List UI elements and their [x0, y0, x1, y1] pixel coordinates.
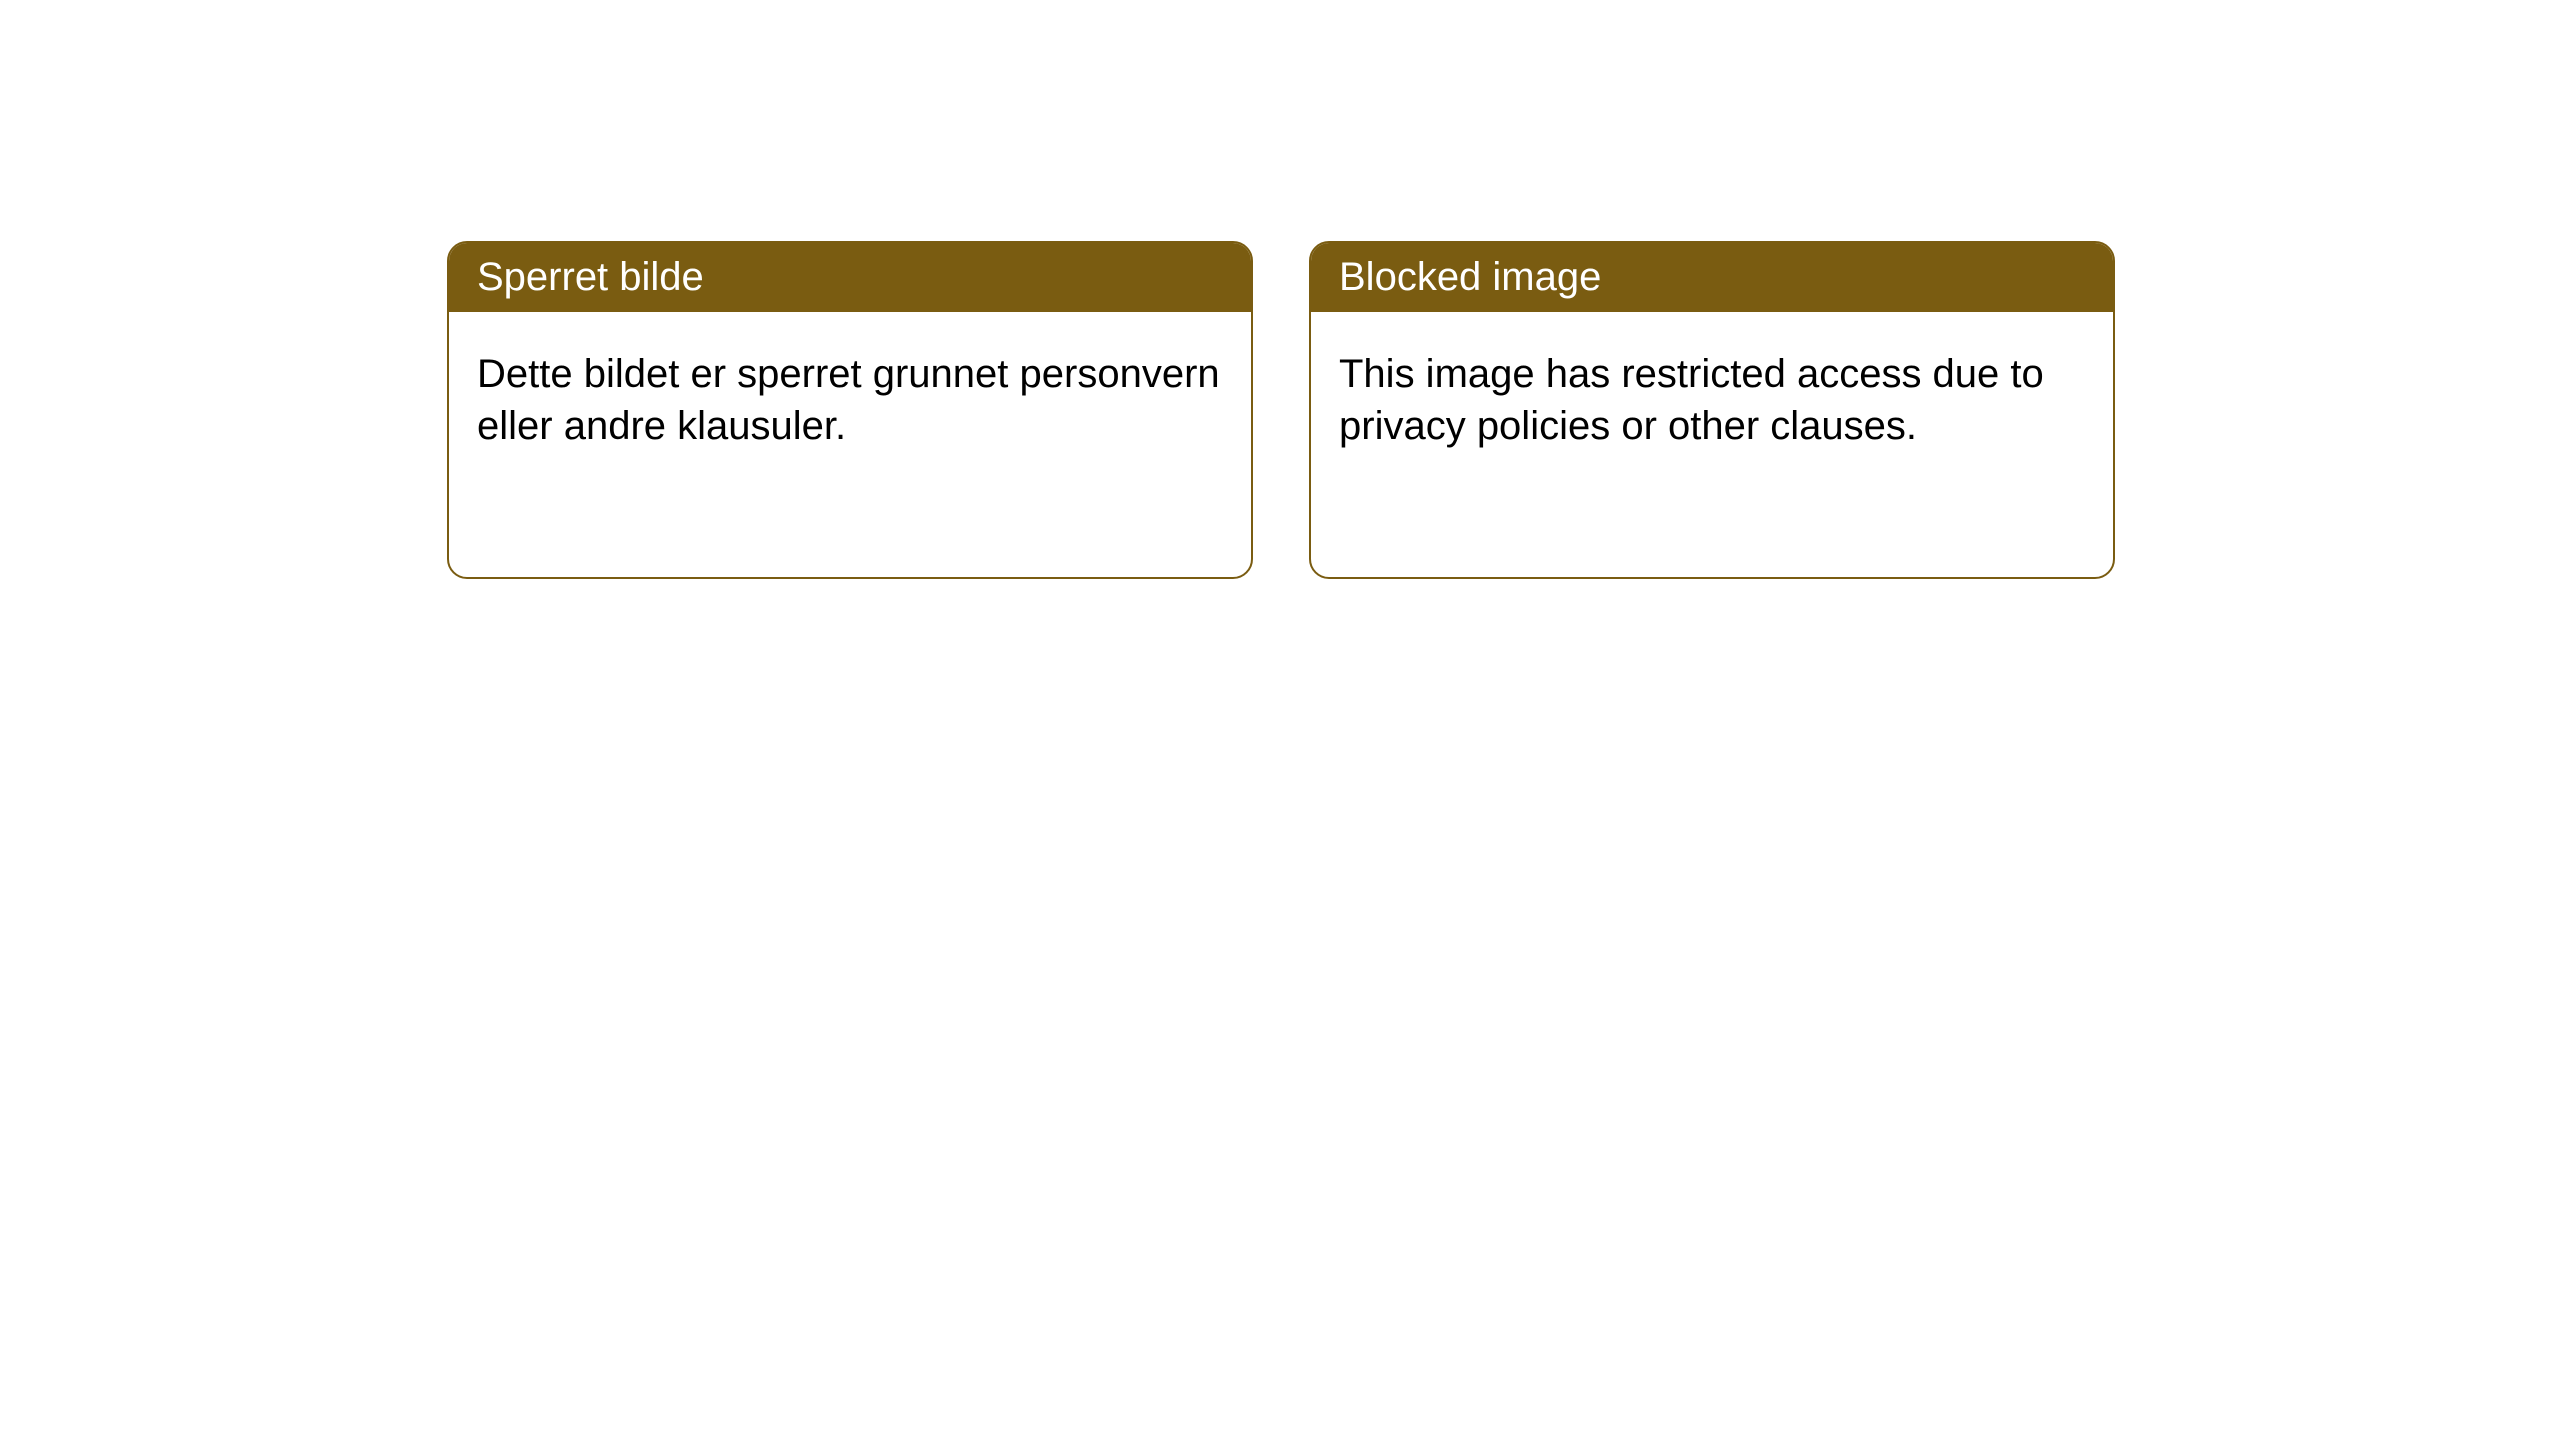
- card-message: This image has restricted access due to …: [1339, 352, 2044, 448]
- card-body: This image has restricted access due to …: [1311, 312, 2113, 488]
- notice-card-norwegian: Sperret bilde Dette bildet er sperret gr…: [447, 241, 1253, 579]
- notice-card-english: Blocked image This image has restricted …: [1309, 241, 2115, 579]
- card-header: Blocked image: [1311, 243, 2113, 312]
- card-title: Sperret bilde: [477, 255, 704, 299]
- notice-container: Sperret bilde Dette bildet er sperret gr…: [0, 0, 2560, 579]
- card-header: Sperret bilde: [449, 243, 1251, 312]
- card-title: Blocked image: [1339, 255, 1601, 299]
- card-body: Dette bildet er sperret grunnet personve…: [449, 312, 1251, 488]
- card-message: Dette bildet er sperret grunnet personve…: [477, 352, 1220, 448]
